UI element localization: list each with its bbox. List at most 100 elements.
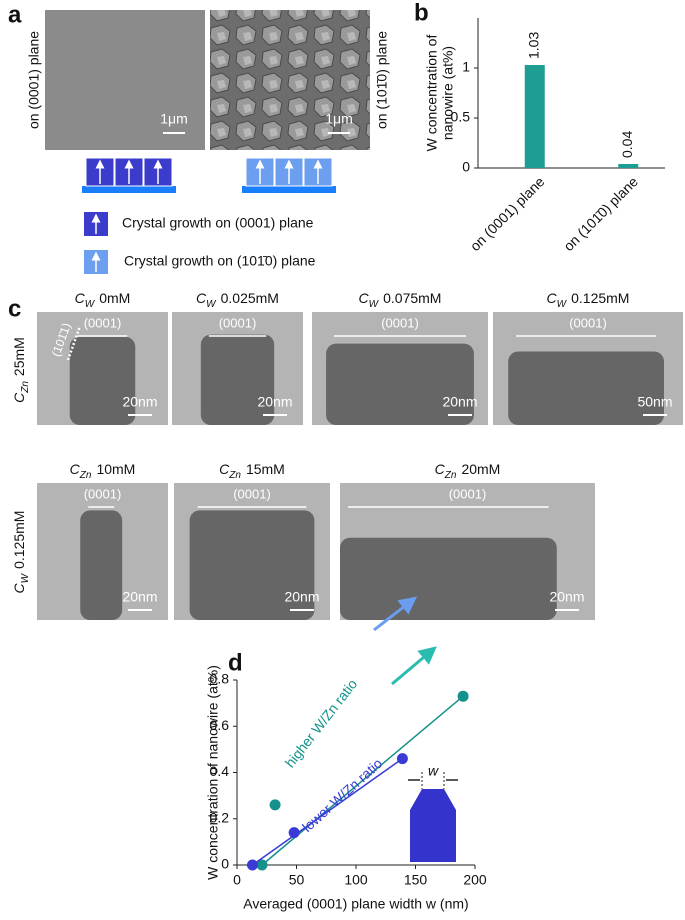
nanowire [326, 343, 474, 425]
subscript: W [85, 299, 96, 310]
point [457, 690, 469, 702]
nanowire [69, 336, 136, 425]
image-title: CW 0.075mM [359, 290, 442, 310]
value: 0.075mM [383, 290, 441, 306]
y-tick-label: 0.8 [210, 671, 230, 687]
point [246, 859, 258, 871]
facet-label: (0001) [219, 315, 257, 330]
scale-label: 20nm [122, 394, 157, 410]
schematic-base [242, 186, 336, 193]
x-tick-label: 0 [233, 872, 241, 888]
symbol: C [219, 461, 230, 477]
value: 20mM [461, 461, 500, 477]
facet-label: (0001) [84, 486, 122, 501]
symbol: C [75, 290, 86, 306]
nanowire [189, 510, 315, 620]
facet-label: (0001) [233, 486, 271, 501]
image-title: CZn 15mM [219, 461, 285, 481]
x-tick-label: 50 [289, 872, 305, 888]
point [256, 859, 268, 871]
series-annotation: higher W/Zn ratio [282, 676, 361, 771]
sem-image [210, 10, 370, 150]
symbol: C [11, 392, 27, 403]
subscript: W [206, 299, 217, 310]
value: 10mM [96, 461, 135, 477]
point [396, 753, 408, 765]
point [288, 827, 300, 839]
symbol: C [359, 290, 370, 306]
legend-label: Crystal growth on (101̄0) plane [124, 253, 316, 269]
scale-label: 50nm [637, 394, 672, 410]
x-tick-label: on (101̄0) plane [560, 173, 641, 254]
value: 0.125mM [11, 511, 27, 569]
scale-label: 1μm [160, 111, 188, 127]
value: 15mM [246, 461, 285, 477]
symbol: C [547, 290, 558, 306]
y-axis-label: W concentration of [424, 35, 440, 152]
subscript: Zn [444, 470, 457, 481]
value: 0mM [99, 290, 130, 306]
symbol: C [196, 290, 207, 306]
panel-label: b [414, 0, 429, 26]
image-label: on (101̄0) plane [374, 31, 390, 129]
nanowire [80, 510, 123, 620]
value: 0.025mM [221, 290, 279, 306]
y-tick-label: 0 [462, 159, 470, 175]
y-axis-label: nanowire (at%) [440, 46, 456, 140]
sem-image [45, 10, 205, 150]
row-label: CW 0.125mM [11, 511, 31, 594]
scale-label: 20nm [257, 394, 292, 410]
y-tick-label: 0.5 [451, 109, 471, 125]
x-axis-label: Averaged (0001) plane width w (nm) [243, 896, 468, 912]
scale-label: 20nm [284, 589, 319, 605]
panel-label: d [228, 649, 243, 676]
row-label: CZn 25mM [11, 337, 31, 403]
image-title: CZn 20mM [435, 461, 501, 481]
image-title: CW 0.125mM [547, 290, 630, 310]
subscript: W [369, 299, 380, 310]
schematic-base [82, 186, 176, 193]
symbol: C [11, 582, 27, 593]
point [269, 799, 281, 811]
width-label: w [428, 763, 439, 779]
fit-line [252, 758, 403, 866]
image-title: CW 0mM [75, 290, 131, 310]
series-annotation: lower W/Zn ratio [299, 755, 386, 835]
trend-arrow [391, 646, 437, 686]
facet-label: (0001) [449, 486, 487, 501]
y-tick-label: 0.6 [210, 717, 230, 733]
scale-label: 20nm [122, 589, 157, 605]
image-title: CW 0.025mM [196, 290, 279, 310]
y-tick-label: 0 [221, 856, 229, 872]
value-label: 1.03 [525, 32, 541, 59]
panel-label: c [8, 295, 21, 322]
facet-label: (0001) [381, 315, 419, 330]
x-tick-label: 100 [344, 872, 368, 888]
subscript: Zn [20, 381, 31, 394]
y-tick-label: 1 [462, 59, 470, 75]
bar [524, 65, 545, 168]
legend-label: Crystal growth on (0001) plane [122, 215, 314, 231]
image-title: CZn 10mM [70, 461, 136, 481]
value-label: 0.04 [619, 131, 635, 158]
nanowire [508, 351, 664, 425]
y-axis-label: W concentration of nanowire (at%) [205, 665, 221, 880]
panel-label: a [8, 1, 22, 28]
scale-label: 20nm [549, 589, 584, 605]
y-tick-label: 0.2 [210, 809, 230, 825]
nanowire [340, 537, 557, 620]
bar [618, 164, 639, 168]
trend-arrow [373, 596, 418, 632]
x-tick-label: 200 [463, 872, 487, 888]
facet-label: (0001) [569, 315, 607, 330]
scale-label: 20nm [442, 394, 477, 410]
symbol: C [70, 461, 81, 477]
x-tick-label: 150 [404, 872, 428, 888]
symbol: C [435, 461, 446, 477]
image-label: on (0001) plane [26, 31, 42, 129]
subscript: W [20, 572, 31, 583]
subscript: Zn [228, 470, 241, 481]
nanowire [200, 334, 275, 425]
subscript: W [557, 299, 568, 310]
